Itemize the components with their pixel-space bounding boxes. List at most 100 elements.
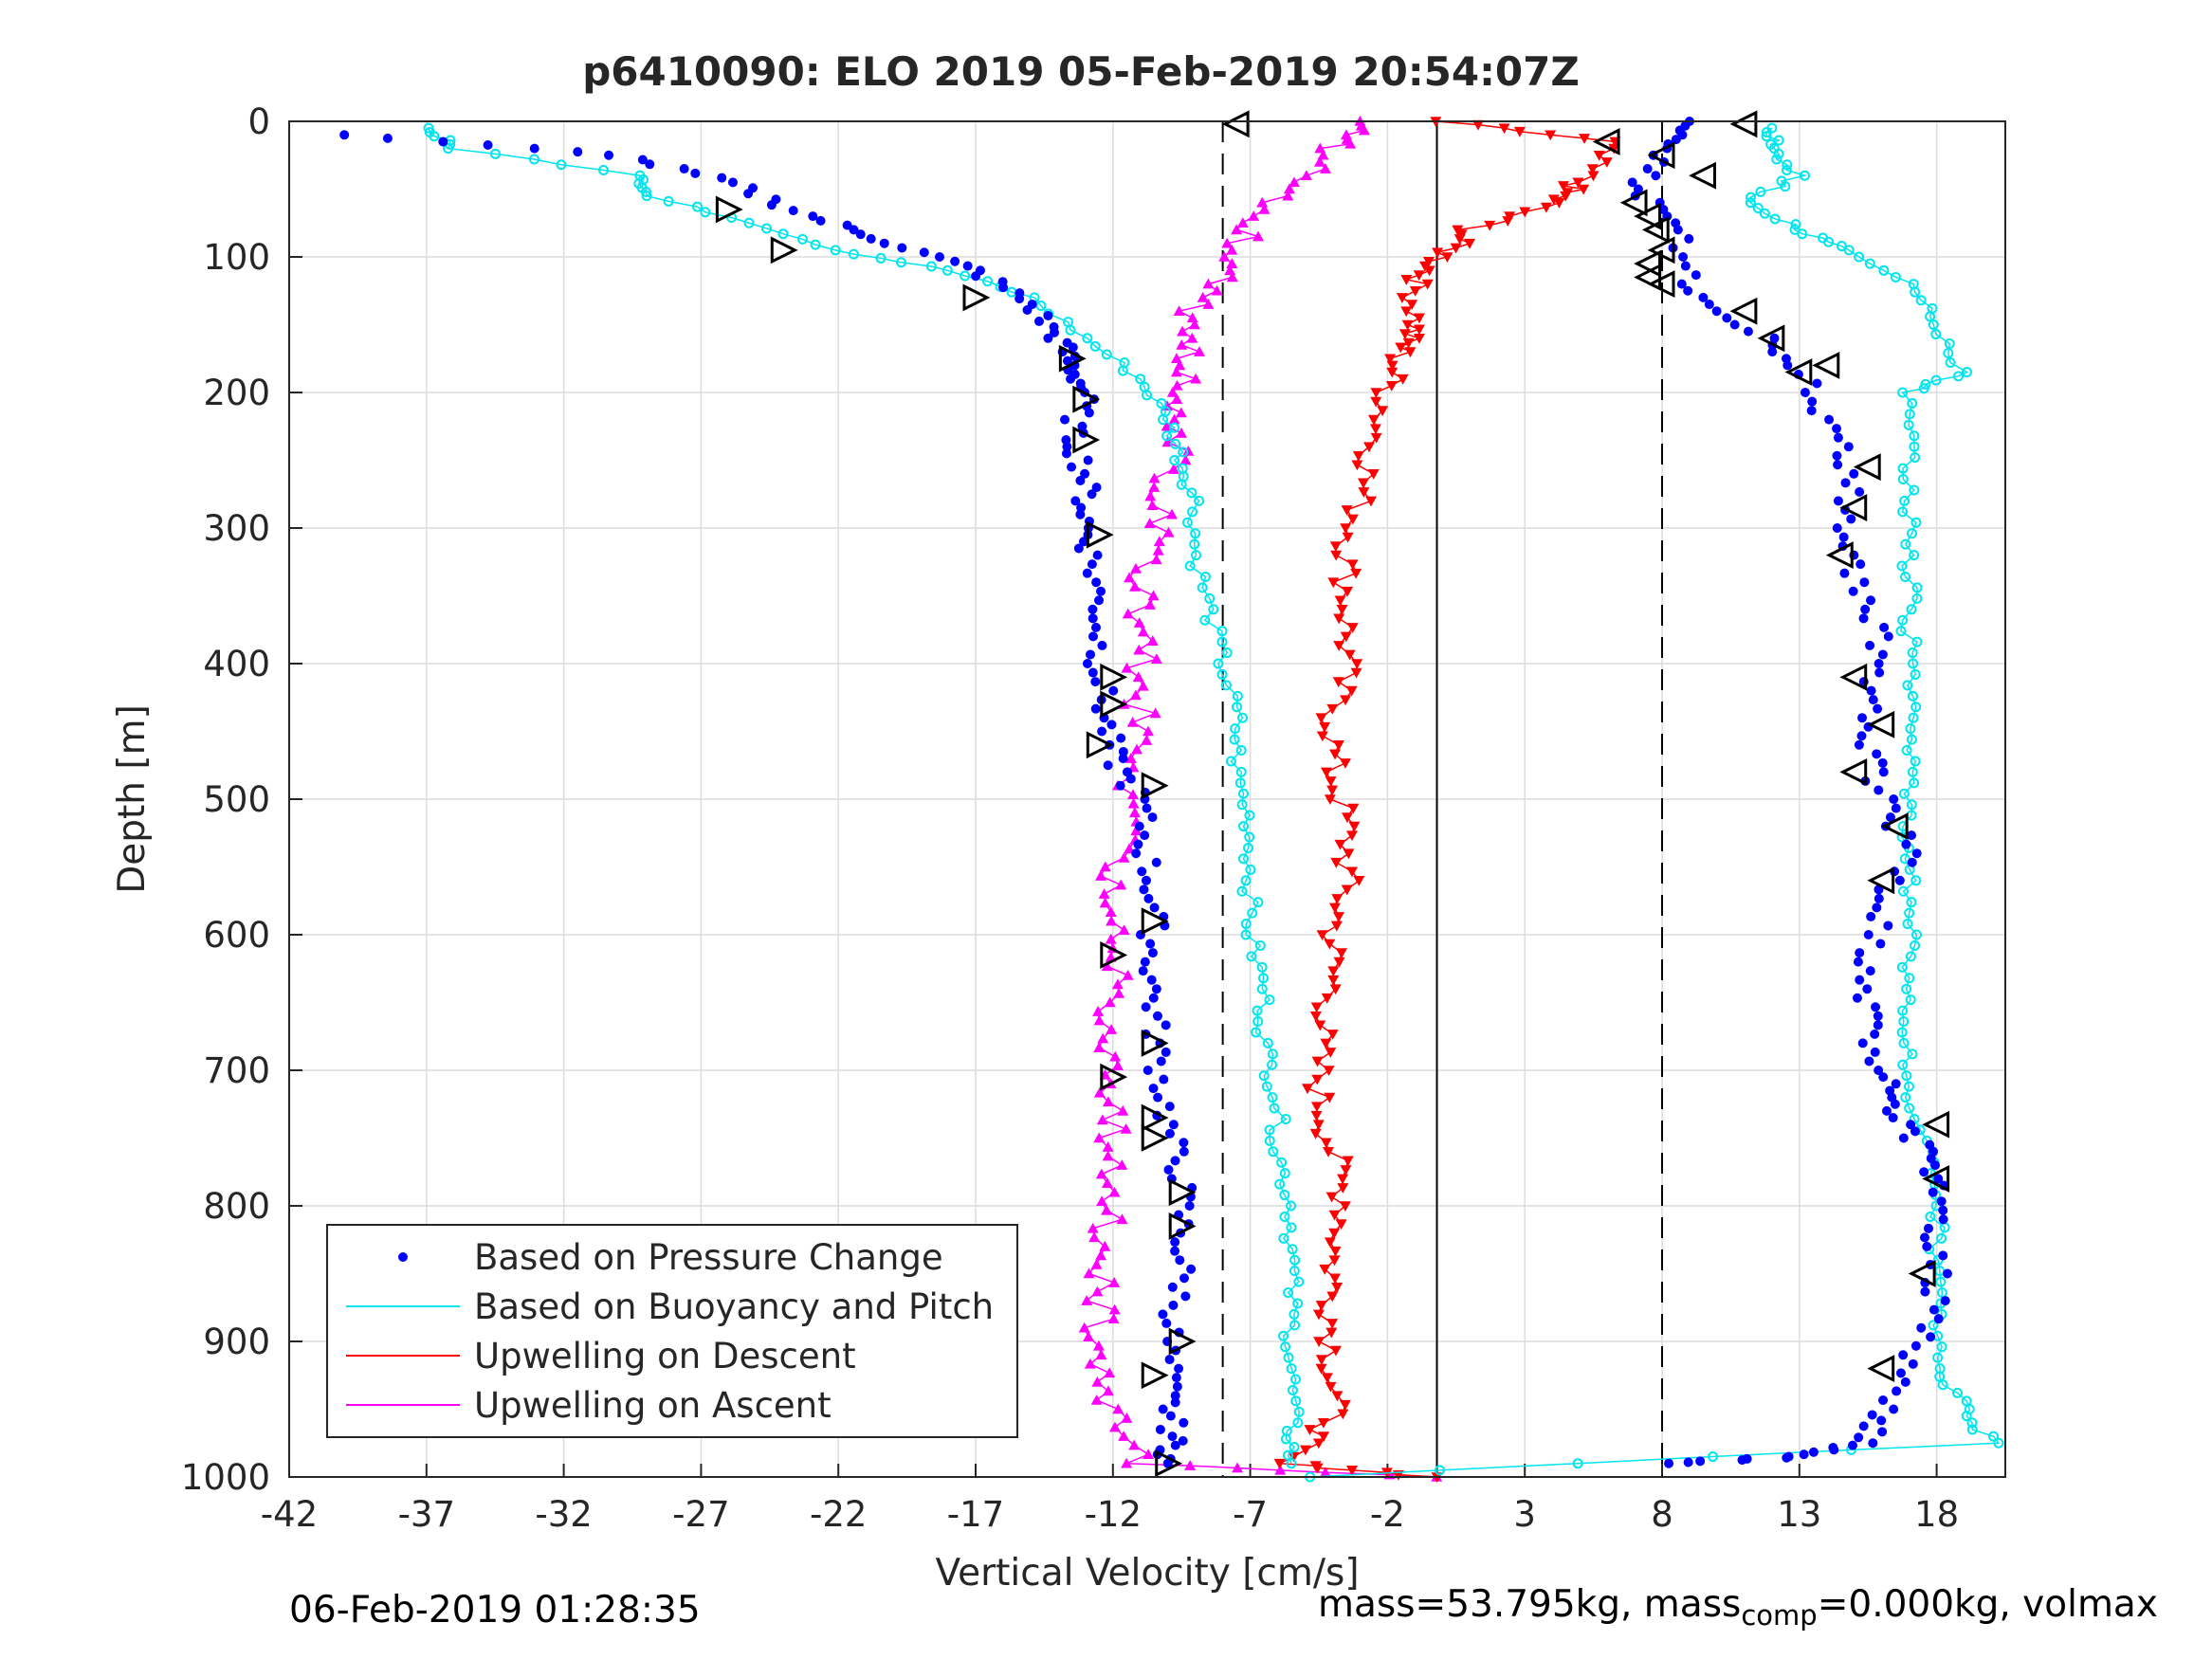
- point-pressure-descent: [815, 215, 826, 226]
- point-buoyancy-descent: [700, 207, 711, 218]
- point-upwelling-ascent: [1141, 735, 1153, 745]
- point-pressure-ascent: [1855, 975, 1865, 985]
- descent-triangle-marker: [1168, 1212, 1197, 1240]
- point-upwelling-descent: [1310, 1002, 1323, 1013]
- point-pressure-descent: [1091, 577, 1102, 588]
- point-upwelling-ascent: [1165, 508, 1178, 520]
- point-buoyancy-descent: [1235, 745, 1247, 757]
- point-upwelling-descent: [1345, 830, 1358, 842]
- point-upwelling-descent: [1330, 857, 1343, 868]
- point-pressure-descent: [1179, 1273, 1190, 1284]
- point-pressure-ascent: [1870, 1047, 1880, 1057]
- point-pressure-ascent: [1859, 577, 1870, 588]
- point-upwelling-descent: [1330, 550, 1343, 561]
- point-pressure-ascent: [1824, 414, 1835, 425]
- point-upwelling-ascent: [1131, 743, 1143, 755]
- point-upwelling-descent: [1332, 912, 1344, 922]
- point-upwelling-ascent: [1101, 1177, 1113, 1188]
- point-upwelling-ascent: [1150, 653, 1162, 665]
- point-pressure-ascent: [1855, 948, 1865, 958]
- point-pressure-descent: [1139, 884, 1149, 895]
- point-upwelling-ascent: [1300, 170, 1312, 180]
- point-upwelling-ascent: [1232, 1462, 1244, 1473]
- point-upwelling-descent: [1311, 1463, 1324, 1474]
- point-pressure-ascent: [1938, 1250, 1948, 1261]
- point-upwelling-descent: [1331, 1283, 1344, 1293]
- point-pressure-ascent: [1868, 695, 1878, 705]
- point-upwelling-descent: [1342, 812, 1353, 824]
- point-pressure-ascent: [1832, 523, 1842, 533]
- x-tick-label: -32: [535, 1494, 592, 1535]
- point-upwelling-descent: [1579, 134, 1591, 144]
- point-buoyancy-descent: [1089, 340, 1101, 352]
- point-pressure-descent: [1090, 677, 1101, 687]
- point-buoyancy-ascent: [1927, 302, 1938, 314]
- point-buoyancy-descent: [1267, 1092, 1278, 1103]
- descent-triangle-marker: [1100, 663, 1128, 691]
- point-buoyancy-ascent: [1745, 197, 1756, 209]
- point-pressure-ascent: [1846, 514, 1856, 524]
- ascent-triangle-marker: [1221, 110, 1250, 138]
- point-pressure-descent: [1172, 1381, 1182, 1392]
- point-upwelling-descent: [1340, 523, 1352, 534]
- point-upwelling-descent: [1334, 839, 1346, 850]
- point-pressure-descent: [1087, 489, 1097, 500]
- point-buoyancy-ascent: [1906, 528, 1917, 539]
- point-pressure-ascent: [1866, 595, 1876, 606]
- point-pressure-descent: [1158, 1309, 1168, 1320]
- point-pressure-ascent: [1864, 1056, 1874, 1066]
- point-upwelling-ascent: [1197, 291, 1209, 302]
- point-pressure-descent: [1186, 1264, 1197, 1274]
- x-tick-label: -17: [947, 1494, 1004, 1535]
- point-buoyancy-ascent: [1908, 279, 1919, 290]
- ascent-triangle-marker: [1867, 1355, 1895, 1383]
- point-buoyancy-descent: [663, 195, 674, 207]
- point-upwelling-descent: [1288, 1451, 1300, 1463]
- point-buoyancy-descent: [1199, 614, 1211, 626]
- point-buoyancy-descent: [1258, 973, 1270, 984]
- point-pressure-ascent: [1847, 1440, 1857, 1450]
- point-upwelling-descent: [1330, 921, 1343, 932]
- point-upwelling-ascent: [1150, 554, 1162, 565]
- point-pressure-descent: [690, 168, 701, 178]
- point-upwelling-ascent: [1093, 1042, 1106, 1052]
- x-tick-label: -22: [810, 1494, 867, 1535]
- point-upwelling-ascent: [1202, 299, 1215, 309]
- point-upwelling-ascent: [1101, 1204, 1113, 1215]
- point-pressure-descent: [483, 140, 493, 151]
- point-pressure-descent: [879, 238, 889, 248]
- point-buoyancy-descent: [810, 239, 821, 250]
- point-upwelling-ascent: [1109, 1050, 1122, 1062]
- point-upwelling-ascent: [1146, 635, 1159, 646]
- point-pressure-descent: [919, 247, 929, 258]
- point-buoyancy-descent: [1197, 582, 1208, 593]
- point-buoyancy-ascent: [1904, 1103, 1915, 1114]
- point-upwelling-ascent: [1317, 149, 1329, 160]
- point-pressure-descent: [1152, 1011, 1162, 1021]
- point-upwelling-descent: [1608, 143, 1620, 155]
- point-buoyancy-ascent: [1936, 1232, 1947, 1244]
- point-upwelling-ascent: [1081, 1295, 1093, 1305]
- point-buoyancy-descent: [1287, 1244, 1298, 1255]
- point-upwelling-descent: [1318, 1431, 1330, 1443]
- point-upwelling-descent: [1317, 1418, 1329, 1429]
- point-pressure-ascent: [1873, 1011, 1883, 1021]
- point-buoyancy-ascent: [1899, 495, 1910, 506]
- point-upwelling-ascent: [1121, 662, 1133, 673]
- point-upwelling-descent: [1316, 731, 1328, 742]
- point-upwelling-ascent: [1319, 163, 1331, 173]
- point-buoyancy-ascent: [1818, 232, 1829, 244]
- point-buoyancy-ascent: [1920, 378, 1931, 390]
- point-buoyancy-descent: [1156, 397, 1167, 409]
- point-buoyancy-ascent: [1769, 213, 1781, 225]
- point-buoyancy-ascent: [1901, 1070, 1912, 1082]
- point-buoyancy-descent: [1264, 1124, 1275, 1136]
- point-upwelling-descent: [1350, 667, 1362, 679]
- point-buoyancy-ascent: [1936, 1341, 1947, 1353]
- point-buoyancy-descent: [1237, 712, 1249, 723]
- point-buoyancy-ascent: [1898, 1016, 1910, 1028]
- descent-triangle-marker: [1072, 385, 1101, 413]
- point-buoyancy-descent: [1256, 961, 1268, 973]
- point-upwelling-descent: [1441, 252, 1453, 263]
- point-pressure-descent: [1178, 1435, 1188, 1446]
